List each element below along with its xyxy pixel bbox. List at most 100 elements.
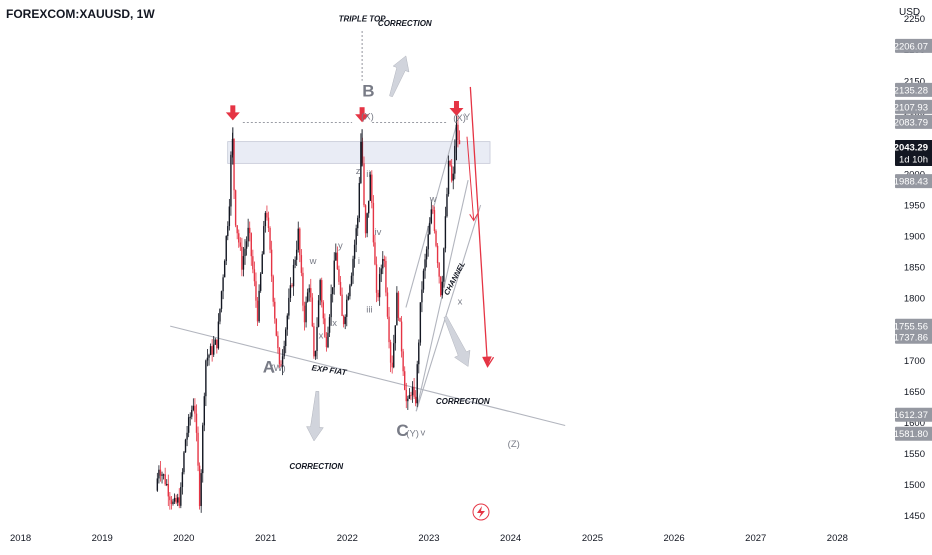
candle-body xyxy=(314,350,317,357)
candle-body xyxy=(274,301,276,319)
candle-body xyxy=(305,301,307,323)
candle-body xyxy=(308,288,310,293)
wave-label-major: C xyxy=(396,421,408,440)
candle-body xyxy=(256,300,259,322)
candle-body xyxy=(443,248,445,282)
candle-body xyxy=(278,348,281,365)
candle-body xyxy=(272,276,274,302)
candle-body xyxy=(208,355,210,358)
candle-body xyxy=(360,141,362,184)
candle-body xyxy=(252,256,254,270)
candle-body xyxy=(178,497,180,506)
candle-body xyxy=(289,285,292,298)
candle-body xyxy=(181,472,184,488)
wave-label: ii xyxy=(366,169,370,180)
candle-body xyxy=(414,396,417,404)
candle-body xyxy=(249,227,251,234)
candle-body xyxy=(447,160,450,195)
candle-body xyxy=(404,371,406,390)
x-tick-label: 2025 xyxy=(582,533,603,544)
candle-body xyxy=(297,228,299,250)
candle-body xyxy=(239,242,242,247)
candle-body xyxy=(421,289,423,303)
x-tick-label: 2026 xyxy=(664,533,685,544)
candle-body xyxy=(389,342,392,363)
candle-body xyxy=(422,270,425,290)
candle-body xyxy=(330,294,332,318)
candle-body xyxy=(291,285,293,287)
drop-arrow-head xyxy=(482,356,492,367)
candle-body xyxy=(264,212,267,227)
candle-body xyxy=(399,317,401,322)
candle-body xyxy=(198,465,201,507)
candle-body xyxy=(225,236,227,262)
drop-arrow-line xyxy=(469,86,489,367)
correction-arrow-up xyxy=(389,55,410,98)
candle-body xyxy=(317,300,320,327)
annotation-caption: CORRECTION xyxy=(436,397,490,406)
candle-body xyxy=(319,280,321,301)
price-tag: 1737.86 xyxy=(894,332,928,343)
candle-body xyxy=(263,226,265,255)
correction-arrow-right xyxy=(443,315,471,367)
candle-body xyxy=(411,386,414,396)
candle-body xyxy=(397,292,400,318)
candle-body xyxy=(407,398,409,402)
candle-body xyxy=(341,294,343,316)
candle-body xyxy=(295,249,298,260)
top-arrow-icon-3 xyxy=(449,107,464,116)
candle-body xyxy=(300,255,303,273)
candle-body xyxy=(222,277,224,292)
candle-body xyxy=(206,357,209,361)
top-arrow-shaft-2 xyxy=(359,107,365,116)
candle-body xyxy=(241,246,243,270)
candle-body xyxy=(419,302,422,343)
symbol-title: FOREXCOM:XAUUSD, 1W xyxy=(6,7,155,21)
x-tick-label: 2027 xyxy=(745,533,766,544)
candle-body xyxy=(339,281,342,295)
candle-body xyxy=(327,332,329,348)
lightning-icon-bolt xyxy=(477,506,485,518)
candle-body xyxy=(286,315,288,330)
x-tick-label: 2024 xyxy=(500,533,521,544)
y-tick-label: 1450 xyxy=(904,511,925,522)
price-tag: 1988.43 xyxy=(894,177,928,188)
price-tag-bg xyxy=(895,426,932,441)
x-tick-label: 2023 xyxy=(418,533,439,544)
candle-body xyxy=(457,124,459,141)
candle-body xyxy=(223,261,226,278)
candle-body xyxy=(367,200,370,214)
annotation-caption: CORRECTION xyxy=(289,462,343,471)
candle-body xyxy=(441,281,443,296)
candle-body xyxy=(283,346,285,357)
exp-fiat-label: EXP FIAT xyxy=(311,363,348,377)
candle-body xyxy=(230,154,232,207)
candle-body xyxy=(217,321,220,349)
candle-body xyxy=(369,174,371,201)
candle-body xyxy=(383,258,386,261)
correction-arrow-down xyxy=(306,390,324,442)
candle-body xyxy=(164,474,166,485)
lightning-icon[interactable] xyxy=(472,503,490,521)
candle-body xyxy=(427,234,429,250)
candle-body xyxy=(169,496,171,501)
candle-body xyxy=(388,316,390,343)
candle-body xyxy=(374,242,376,265)
price-tag-bg xyxy=(895,318,932,333)
candle-body xyxy=(336,252,339,270)
y-tick-label: 2150 xyxy=(904,76,925,87)
wave-label: (Y) xyxy=(406,429,419,440)
candle-body xyxy=(321,280,323,303)
candle-body xyxy=(386,292,389,317)
candle-body xyxy=(435,231,437,246)
wave-label: (Z) xyxy=(508,439,520,450)
annotation-caption: CORRECTION xyxy=(378,19,432,28)
wave-label: x xyxy=(319,331,324,342)
candle-body xyxy=(347,296,350,300)
candle-body xyxy=(192,405,195,410)
candle-body xyxy=(322,302,324,319)
candle-body xyxy=(333,260,335,288)
candle-body xyxy=(396,292,398,326)
